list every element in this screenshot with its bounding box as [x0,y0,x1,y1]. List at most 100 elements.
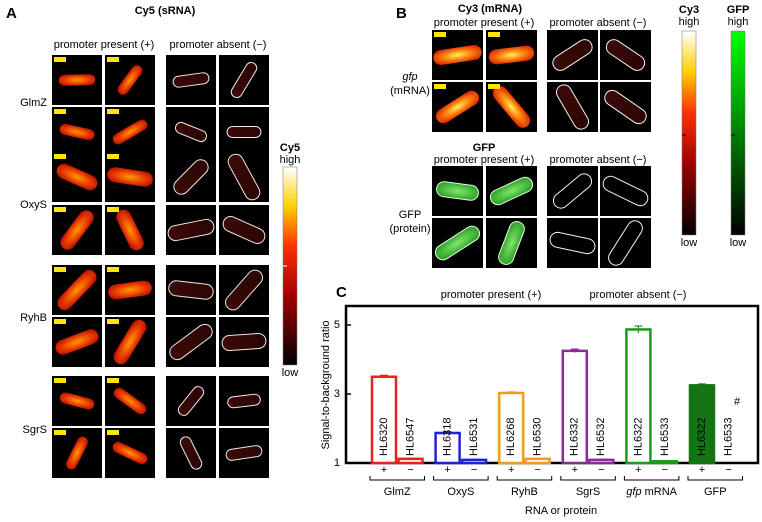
cell [436,181,479,201]
sign-label: + [572,464,578,476]
bar-label: HL6533 [722,417,734,456]
scale-bar [107,319,119,324]
cell [488,45,535,65]
bar [434,431,461,465]
group-label-italic: gfp [626,486,641,498]
sign-label: + [444,464,450,476]
cell [174,121,208,143]
cell [173,159,209,195]
row-label: RyhB [20,312,47,324]
sign-label: − [534,464,540,476]
cell [492,86,531,128]
cell [489,176,534,206]
cell [59,123,95,141]
bar-label: HL6322 [632,417,644,456]
cell [604,89,647,125]
y-tick-label: 5 [334,319,340,331]
colorbar-high: high [280,154,301,166]
cell [177,386,205,416]
y-axis-label: Signal-to-background ratio [320,320,332,449]
cell [60,210,94,250]
sign-label: − [407,464,413,476]
group-label: gfp mRNA [626,486,677,498]
cell [66,436,88,470]
colorbar-low: low [282,367,299,379]
scale-bar [488,84,500,89]
scale-bar [107,267,119,272]
bar-label: HL6318 [442,417,454,456]
colorbar [681,30,697,236]
scale-bar [54,57,66,62]
column-header: promoter absent (−) [170,39,267,51]
group-bracket [369,476,425,481]
scale-bar [54,267,66,272]
cell [172,72,210,88]
panel-label: C [336,284,347,301]
cell [498,221,525,265]
row-label: GlmZ [20,97,47,109]
column-header: promoter present (+) [434,17,535,29]
cell [113,387,147,415]
bar-label: HL6547 [404,417,416,456]
scale-bar [107,109,119,114]
sign-label: − [471,464,477,476]
cell [222,216,266,244]
micrographs [52,30,651,478]
group-bracket [433,476,489,481]
cell [605,39,646,71]
group-label: GlmZ [384,486,411,498]
cell [112,441,148,465]
colorbar-high: high [679,16,700,28]
cell [227,393,261,409]
colorbar-low: low [730,237,747,249]
column-header: promoter present (+) [54,39,155,51]
scale-bar [107,430,119,435]
scale-bar [434,84,446,89]
cell [179,436,203,470]
cell [227,153,261,201]
sign-label: − [598,464,604,476]
scale-bar [434,32,446,37]
panel-label: B [396,5,407,22]
cell [230,61,258,99]
scale-bar [54,430,66,435]
group-label: OxyS [447,486,474,498]
cell [116,209,144,251]
cell [167,218,215,242]
row-label: gfp [402,71,417,83]
cell [435,90,480,124]
colorbar-title: Cy3 [679,4,699,16]
cell [117,65,143,95]
bar-label: HL6532 [595,417,607,456]
cell [59,392,95,410]
cell [608,220,643,266]
group-bracket [623,476,680,481]
cell [602,175,649,207]
cell [57,269,97,311]
group-bracket [496,476,553,481]
bar-label: HL6533 [659,417,671,456]
cell [552,39,593,71]
cell [225,269,263,311]
column-header: promoter present (+) [434,154,535,166]
cell [434,225,481,261]
panel-title: Cy3 (mRNA) [458,3,523,15]
bar-label: HL6530 [532,417,544,456]
cell [552,173,593,209]
bar [561,349,589,465]
colorbar [730,30,746,236]
row-label: SgrS [23,424,47,436]
row-label: OxyS [20,199,47,211]
group-label: RyhB [511,486,538,498]
bar [625,328,652,465]
cell [226,125,262,139]
scale-bar [488,32,500,37]
row-label: (protein) [390,223,431,235]
cell [56,163,98,191]
colorbar-low: low [681,237,698,249]
cell [112,119,148,145]
cell [58,74,96,86]
sign-label: + [508,464,514,476]
y-tick-label: 3 [334,388,340,400]
